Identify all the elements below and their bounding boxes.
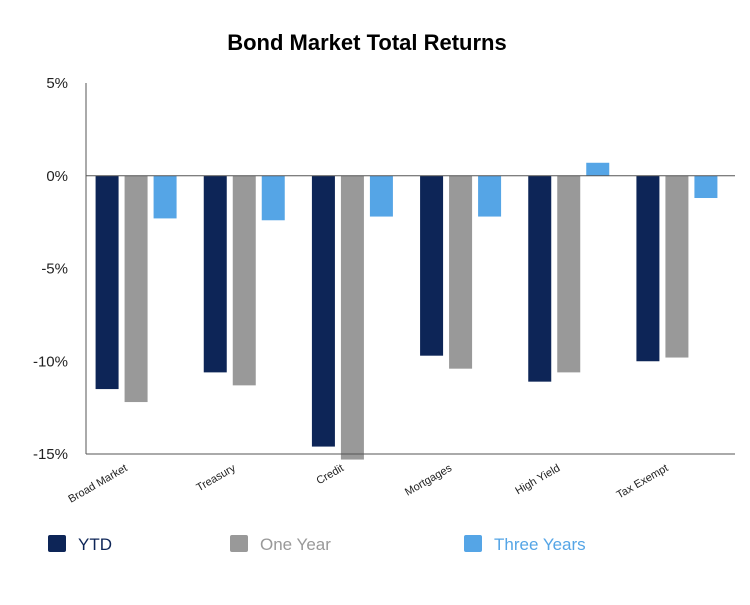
legend-label-three-years: Three Years — [494, 535, 586, 554]
bar-one-year-treasury — [232, 175, 256, 386]
x-category-label-treasury: Treasury — [195, 462, 239, 494]
bar-ytd-credit — [311, 175, 335, 447]
x-category-label-broad-market: Broad Market — [66, 462, 129, 505]
bar-ytd-tax-exempt — [636, 175, 660, 362]
bar-one-year-mortgages — [449, 175, 473, 369]
bars-group — [95, 162, 718, 460]
bar-ytd-high-yield — [528, 175, 552, 382]
bar-one-year-credit — [340, 175, 364, 460]
legend-swatch-three-years — [464, 535, 482, 552]
bar-three-years-tax-exempt — [694, 175, 718, 199]
bar-ytd-broad-market — [95, 175, 119, 390]
bar-three-years-mortgages — [478, 175, 502, 217]
bar-three-years-credit — [369, 175, 393, 217]
chart-title: Bond Market Total Returns — [227, 30, 507, 55]
legend-swatch-ytd — [48, 535, 66, 552]
x-category-label-tax-exempt: Tax Exempt — [615, 462, 671, 501]
y-tick-label: -10% — [33, 353, 68, 370]
bar-three-years-treasury — [261, 175, 285, 221]
bar-three-years-high-yield — [586, 162, 610, 176]
y-tick-label: -5% — [41, 261, 68, 278]
bar-ytd-treasury — [203, 175, 227, 373]
legend: YTD One Year Three Years — [48, 535, 586, 554]
y-tick-label: -15% — [33, 446, 68, 463]
x-axis-category-labels: Broad Market Treasury Credit Mortgages High … — [66, 462, 670, 506]
y-tick-label: 0% — [46, 168, 68, 185]
x-category-label-high-yield: High Yield — [513, 462, 562, 497]
bar-one-year-broad-market — [124, 175, 148, 403]
x-category-label-mortgages: Mortgages — [403, 462, 454, 499]
bar-ytd-mortgages — [420, 175, 444, 356]
bar-one-year-high-yield — [557, 175, 581, 373]
legend-label-one-year: One Year — [260, 535, 331, 554]
y-axis-ticks: 5% 0% -5% -10% -15% — [33, 75, 68, 463]
legend-label-ytd: YTD — [78, 535, 112, 554]
x-category-label-credit: Credit — [315, 462, 346, 487]
legend-swatch-one-year — [230, 535, 248, 552]
bar-one-year-tax-exempt — [665, 175, 689, 358]
y-tick-label: 5% — [46, 75, 68, 92]
bar-three-years-broad-market — [153, 175, 177, 219]
